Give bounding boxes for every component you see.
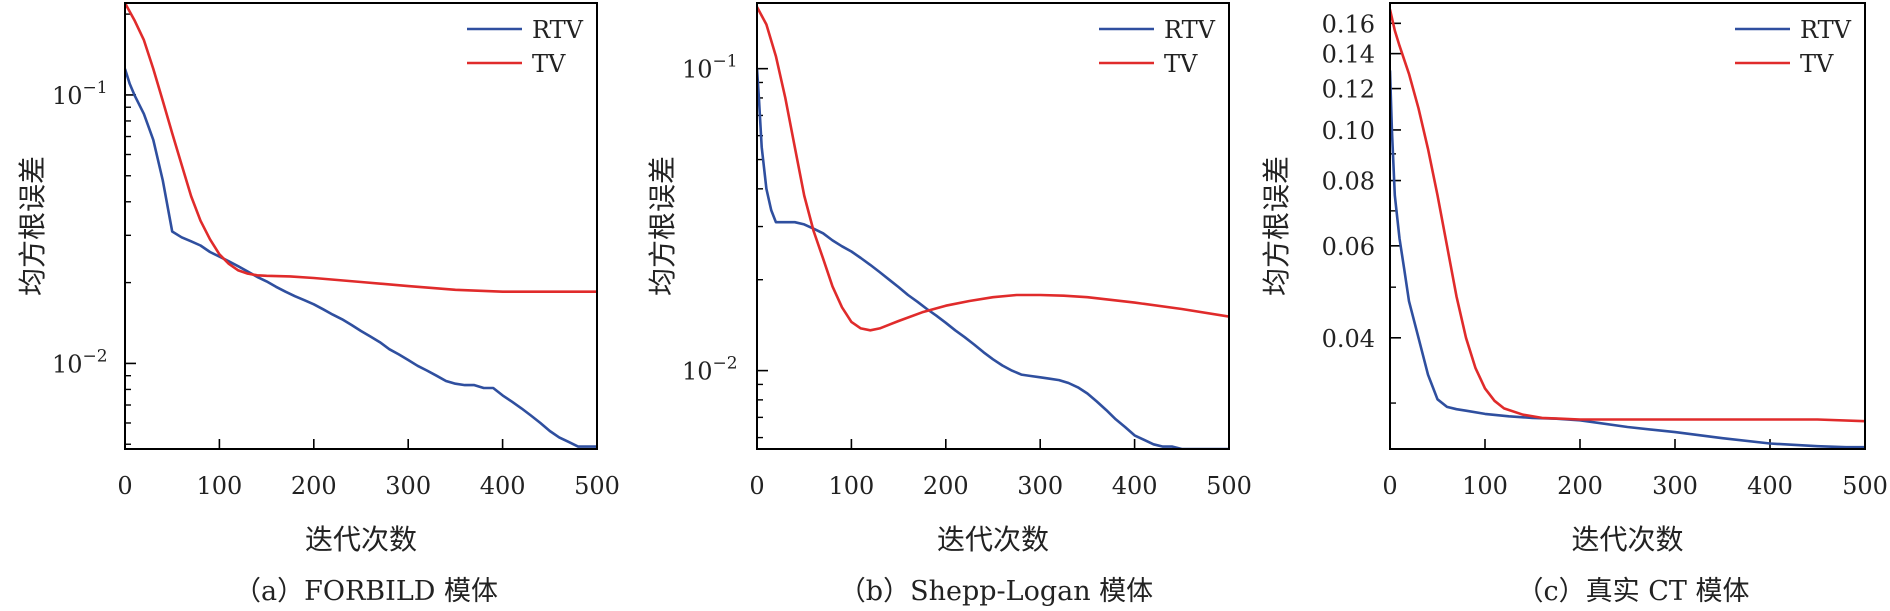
y-axis-title: 均方根误差 xyxy=(1260,156,1293,296)
plot-frame xyxy=(1389,2,1866,450)
y-tick-label: 0.14 xyxy=(1322,41,1375,69)
y-tick-label: 10−2 xyxy=(52,346,108,378)
legend-label-tv: TV xyxy=(532,50,566,78)
chart-panel-c: 0.16 0.14 0.12 0.10 0.08 0.06 0.04 0 100 200 300 40… xyxy=(1260,2,1888,607)
series-line-rtv xyxy=(125,68,597,448)
x-tick-label: 300 xyxy=(1652,472,1698,500)
plot-frame xyxy=(124,2,598,450)
x-tick-label: 0 xyxy=(749,472,764,500)
plot-frame xyxy=(756,2,1230,450)
x-axis-title: 迭代次数 xyxy=(305,523,417,556)
series-line-tv xyxy=(125,3,597,293)
x-tick-label: 400 xyxy=(480,472,526,500)
x-axis-title: 迭代次数 xyxy=(937,523,1049,556)
x-tick-label: 0 xyxy=(1382,472,1397,500)
legend-label-rtv: RTV xyxy=(532,16,584,44)
y-tick-label-exponent: −2 xyxy=(713,354,738,374)
x-tick-label: 300 xyxy=(1017,472,1063,500)
x-tick-label: 100 xyxy=(196,472,242,500)
x-tick-label: 100 xyxy=(828,472,874,500)
y-tick-label-base: 10 xyxy=(682,56,713,84)
y-tick-label: 10−1 xyxy=(682,52,738,84)
y-tick-label-exponent: −2 xyxy=(83,346,108,366)
y-tick-label: 0.04 xyxy=(1322,325,1375,353)
y-tick-label-exponent: −1 xyxy=(713,52,738,72)
panel-caption: （b）Shepp-Logan 模体 xyxy=(839,576,1153,607)
series-line-rtv xyxy=(1390,70,1865,449)
y-tick-label: 0.10 xyxy=(1322,117,1375,145)
chart-panel-a: 10−110−20 100 200 300 400 500RTVTV迭代次数均方根误差（a… xyxy=(16,2,620,607)
series-line-rtv xyxy=(757,68,1229,449)
x-tick-label: 400 xyxy=(1112,472,1158,500)
y-tick-label: 0.06 xyxy=(1322,233,1375,261)
legend-label-tv: TV xyxy=(1800,50,1834,78)
y-tick-label-base: 10 xyxy=(52,82,83,110)
legend-label-tv: TV xyxy=(1164,50,1198,78)
y-tick-label: 10−2 xyxy=(682,354,738,386)
x-tick-label: 200 xyxy=(291,472,337,500)
x-tick-label: 200 xyxy=(923,472,969,500)
legend-label-rtv: RTV xyxy=(1164,16,1216,44)
y-tick-label-base: 10 xyxy=(682,358,713,386)
y-tick-label-exponent: −1 xyxy=(83,78,108,98)
chart-panel-b: 10−110−20 100 200 300 400 500RTVTV迭代次数均方根误差（b… xyxy=(646,2,1252,607)
x-tick-label: 100 xyxy=(1462,472,1508,500)
x-tick-label: 400 xyxy=(1747,472,1793,500)
panel-caption: （c）真实 CT 模体 xyxy=(1517,576,1750,607)
y-tick-label: 0.12 xyxy=(1322,76,1375,104)
y-axis-title: 均方根误差 xyxy=(646,156,679,296)
series-line-tv xyxy=(757,6,1229,332)
panel-caption: （a）FORBILD 模体 xyxy=(234,576,498,607)
x-tick-label: 500 xyxy=(574,472,620,500)
y-tick-label: 0.16 xyxy=(1322,10,1375,38)
y-axis-title: 均方根误差 xyxy=(16,156,49,296)
x-tick-label: 500 xyxy=(1842,472,1888,500)
x-tick-label: 300 xyxy=(385,472,431,500)
x-tick-label: 500 xyxy=(1206,472,1252,500)
x-axis-title: 迭代次数 xyxy=(1571,523,1683,556)
series-line-tv xyxy=(1390,9,1865,423)
legend-label-rtv: RTV xyxy=(1800,16,1852,44)
y-tick-label: 10−1 xyxy=(52,78,108,110)
y-tick-label-base: 10 xyxy=(52,350,83,378)
y-tick-label: 0.08 xyxy=(1322,168,1375,196)
x-tick-label: 0 xyxy=(117,472,132,500)
x-tick-label: 200 xyxy=(1557,472,1603,500)
